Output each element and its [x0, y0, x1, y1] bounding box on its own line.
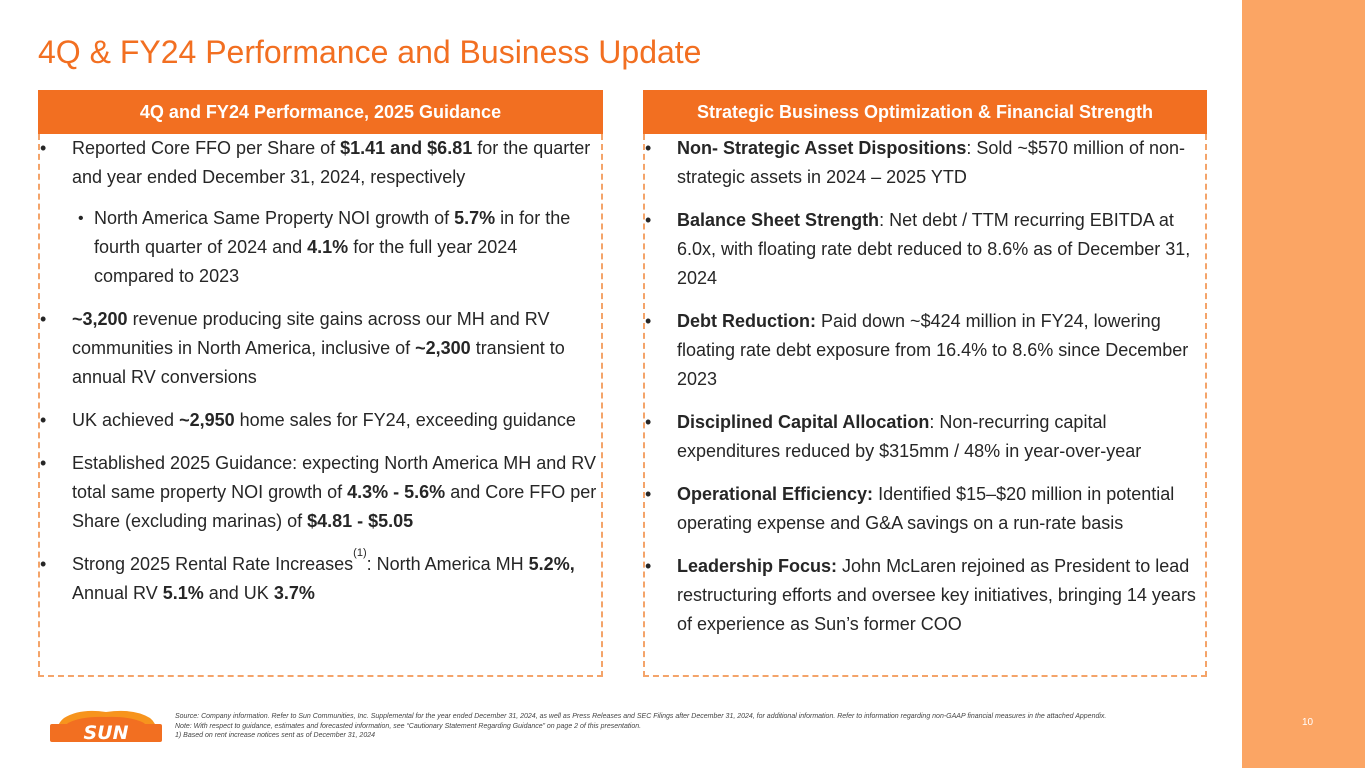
list-item: • Leadership Focus: John McLaren rejoine…: [645, 552, 1205, 639]
guidance-note: Note: With respect to guidance, estimate…: [175, 722, 642, 730]
list-item: • North America Same Property NOI growth…: [40, 204, 601, 291]
bullet-icon: •: [40, 453, 47, 473]
list-item: • Reported Core FFO per Share of $1.41 a…: [40, 134, 601, 192]
list-item: • ~3,200 revenue producing site gains ac…: [40, 305, 601, 392]
sun-logo-icon: SUN: [50, 710, 162, 744]
bullet-icon: •: [645, 311, 652, 331]
sun-logo-text: SUN: [83, 722, 128, 742]
list-item: • Balance Sheet Strength: Net debt / TTM…: [645, 206, 1205, 293]
performance-panel-body: • Reported Core FFO per Share of $1.41 a…: [38, 134, 603, 677]
list-item: • Strong 2025 Rental Rate Increases(1): …: [40, 547, 575, 604]
side-accent-band: [1242, 0, 1365, 768]
bullet-icon: •: [645, 210, 652, 230]
bullet-icon: •: [40, 554, 47, 574]
bullet-icon: •: [40, 138, 47, 158]
strategy-panel-header: Strategic Business Optimization & Financ…: [643, 90, 1207, 134]
list-item: • Debt Reduction: Paid down ~$424 millio…: [645, 307, 1205, 394]
list-item: • Disciplined Capital Allocation: Non-re…: [645, 408, 1205, 466]
list-item: • Non- Strategic Asset Dispositions: Sol…: [645, 134, 1205, 192]
bullet-icon: •: [645, 138, 652, 158]
performance-panel: 4Q and FY24 Performance, 2025 Guidance •…: [38, 90, 603, 677]
strategy-panel-body: • Non- Strategic Asset Dispositions: Sol…: [643, 134, 1207, 677]
list-item: • Established 2025 Guidance: expecting N…: [40, 449, 601, 536]
bullet-icon: •: [40, 309, 47, 329]
page-number: 10: [1302, 717, 1314, 728]
footnotes: Source: Company information. Refer to Su…: [175, 712, 1220, 741]
list-item: • Operational Efficiency: Identified $15…: [645, 480, 1205, 538]
footnote-1: 1) Based on rent increase notices sent a…: [175, 732, 376, 739]
sun-logo: SUN: [50, 710, 162, 744]
page-title: 4Q & FY24 Performance and Business Updat…: [38, 34, 702, 70]
source-note: Source: Company information. Refer to Su…: [175, 713, 1107, 720]
performance-panel-header: 4Q and FY24 Performance, 2025 Guidance: [38, 90, 603, 134]
bullet-icon: •: [78, 210, 84, 227]
bullet-icon: •: [645, 484, 652, 504]
bullet-icon: •: [645, 556, 652, 576]
list-item: • UK achieved ~2,950 home sales for FY24…: [40, 406, 601, 435]
strategy-panel: Strategic Business Optimization & Financ…: [643, 90, 1207, 677]
bullet-icon: •: [40, 410, 47, 430]
bullet-icon: •: [645, 412, 652, 432]
